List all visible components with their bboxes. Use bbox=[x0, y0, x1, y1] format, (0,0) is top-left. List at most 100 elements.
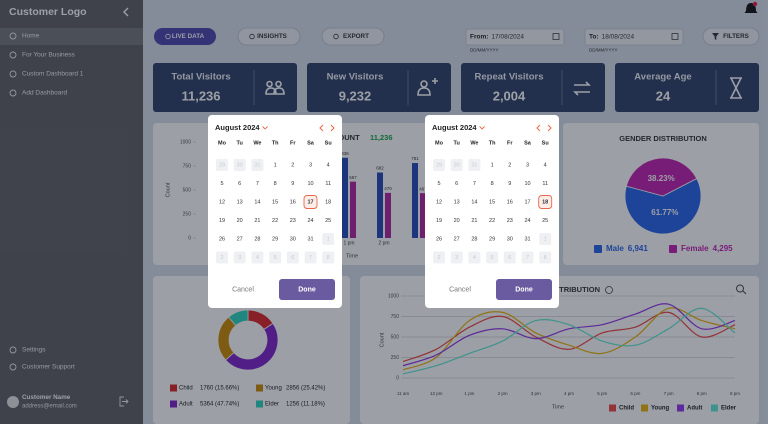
day[interactable]: 27 bbox=[454, 236, 460, 242]
toolbar-button-label[interactable]: INSIGHTS bbox=[257, 33, 287, 40]
day[interactable]: 26 bbox=[436, 236, 442, 242]
day[interactable]: 2 bbox=[437, 255, 440, 261]
day[interactable]: 16 bbox=[290, 199, 296, 205]
collapse-icon[interactable] bbox=[123, 7, 129, 17]
filters-label[interactable]: FILTERS bbox=[723, 33, 749, 40]
day[interactable]: 25 bbox=[325, 218, 331, 224]
day[interactable]: 29 bbox=[489, 236, 495, 242]
month-dropdown[interactable] bbox=[479, 126, 485, 130]
day[interactable]: 30 bbox=[507, 236, 513, 242]
day[interactable]: 20 bbox=[237, 218, 243, 224]
nav-item[interactable]: Customer Support bbox=[22, 364, 75, 371]
day[interactable]: 19 bbox=[219, 218, 225, 224]
day[interactable]: 27 bbox=[237, 236, 243, 242]
cancel-button[interactable]: Cancel bbox=[232, 286, 254, 293]
day[interactable]: 3 bbox=[238, 255, 241, 261]
day[interactable]: 22 bbox=[489, 218, 495, 224]
day[interactable]: 3 bbox=[526, 162, 529, 168]
day[interactable]: 4 bbox=[327, 162, 330, 168]
day[interactable]: 26 bbox=[219, 236, 225, 242]
prev-month[interactable] bbox=[319, 124, 324, 132]
info-icon[interactable] bbox=[605, 286, 613, 294]
day[interactable]: 31 bbox=[307, 236, 313, 242]
day[interactable]: 9 bbox=[508, 181, 511, 187]
day[interactable]: 1 bbox=[327, 236, 330, 242]
nav-item[interactable]: Add Dashboard bbox=[22, 90, 68, 97]
day[interactable]: 2 bbox=[508, 162, 511, 168]
day[interactable]: 28 bbox=[471, 236, 477, 242]
day[interactable]: 21 bbox=[471, 218, 477, 224]
day[interactable]: 7 bbox=[309, 255, 312, 261]
day[interactable]: 28 bbox=[254, 236, 260, 242]
day[interactable]: 9 bbox=[291, 181, 294, 187]
day[interactable]: 20 bbox=[454, 218, 460, 224]
day[interactable]: 31 bbox=[524, 236, 530, 242]
toolbar-button-label[interactable]: EXPORT bbox=[343, 33, 369, 40]
day[interactable]: 18 bbox=[325, 199, 331, 205]
day[interactable]: 5 bbox=[437, 181, 440, 187]
day[interactable]: 22 bbox=[272, 218, 278, 224]
day[interactable]: 23 bbox=[290, 218, 296, 224]
day[interactable]: 30 bbox=[237, 162, 243, 168]
day[interactable]: 5 bbox=[274, 255, 277, 261]
nav-item[interactable]: For Your Business bbox=[22, 52, 76, 59]
cancel-button[interactable]: Cancel bbox=[449, 286, 471, 293]
toolbar-button[interactable] bbox=[237, 27, 301, 46]
day[interactable]: 15 bbox=[489, 199, 495, 205]
prev-month[interactable] bbox=[536, 124, 541, 132]
day[interactable]: 6 bbox=[508, 255, 511, 261]
day[interactable]: 29 bbox=[219, 162, 225, 168]
month-label[interactable]: August 2024 bbox=[432, 123, 477, 132]
day[interactable]: 8 bbox=[544, 255, 547, 261]
toolbar-button-label[interactable]: LIVE DATA bbox=[172, 33, 205, 40]
day[interactable]: 6 bbox=[455, 181, 458, 187]
nav-item[interactable]: Custom Dashboard 1 bbox=[22, 71, 84, 78]
day[interactable]: 12 bbox=[219, 199, 225, 205]
day[interactable]: 8 bbox=[327, 255, 330, 261]
day[interactable]: 21 bbox=[254, 218, 260, 224]
day[interactable]: 25 bbox=[542, 218, 548, 224]
day[interactable]: 1 bbox=[491, 162, 494, 168]
day[interactable]: 16 bbox=[507, 199, 513, 205]
day[interactable]: 8 bbox=[274, 181, 277, 187]
day[interactable]: 30 bbox=[290, 236, 296, 242]
day[interactable]: 15 bbox=[272, 199, 278, 205]
day[interactable]: 31 bbox=[471, 162, 477, 168]
date-field[interactable] bbox=[465, 28, 565, 46]
day[interactable]: 23 bbox=[507, 218, 513, 224]
day[interactable]: 19 bbox=[436, 218, 442, 224]
next-month[interactable] bbox=[547, 124, 552, 132]
day[interactable]: 1 bbox=[274, 162, 277, 168]
nav-item[interactable]: Settings bbox=[22, 347, 46, 354]
day[interactable]: 12 bbox=[436, 199, 442, 205]
done-label[interactable]: Done bbox=[298, 286, 316, 293]
month-label[interactable]: August 2024 bbox=[215, 123, 260, 132]
day[interactable]: 31 bbox=[254, 162, 260, 168]
day[interactable]: 7 bbox=[473, 181, 476, 187]
day[interactable]: 17 bbox=[307, 199, 313, 205]
done-label[interactable]: Done bbox=[515, 286, 533, 293]
day[interactable]: 6 bbox=[291, 255, 294, 261]
done-button[interactable] bbox=[279, 279, 335, 300]
day[interactable]: 8 bbox=[491, 181, 494, 187]
day[interactable]: 29 bbox=[272, 236, 278, 242]
next-month[interactable] bbox=[330, 124, 335, 132]
toolbar-button[interactable] bbox=[321, 27, 385, 46]
day[interactable]: 3 bbox=[309, 162, 312, 168]
filters-button[interactable] bbox=[702, 27, 760, 46]
day[interactable]: 30 bbox=[454, 162, 460, 168]
logout-icon[interactable] bbox=[119, 396, 129, 407]
day[interactable]: 2 bbox=[291, 162, 294, 168]
day[interactable]: 14 bbox=[254, 199, 260, 205]
nav-item[interactable]: Home bbox=[22, 33, 40, 40]
day[interactable]: 3 bbox=[455, 255, 458, 261]
day[interactable]: 4 bbox=[544, 162, 547, 168]
day[interactable]: 11 bbox=[542, 181, 548, 187]
day[interactable]: 7 bbox=[256, 181, 259, 187]
day[interactable]: 4 bbox=[256, 255, 259, 261]
toolbar-button[interactable] bbox=[154, 28, 216, 45]
day[interactable]: 14 bbox=[471, 199, 477, 205]
day[interactable]: 24 bbox=[524, 218, 530, 224]
day[interactable]: 1 bbox=[544, 236, 547, 242]
day[interactable]: 5 bbox=[220, 181, 223, 187]
